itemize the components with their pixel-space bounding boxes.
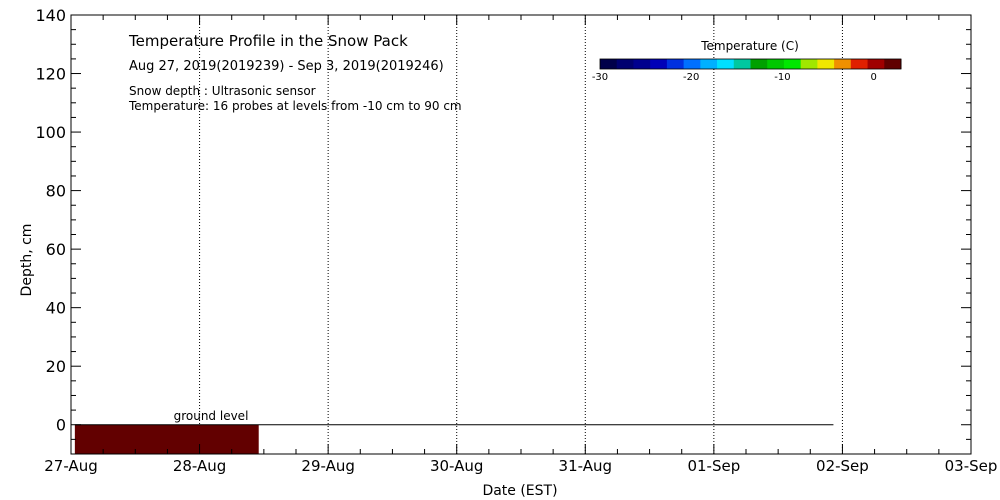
colorbar-swatch	[817, 59, 835, 69]
chart-subtitle: Aug 27, 2019(2019239) - Sep 3, 2019(2019…	[129, 59, 444, 74]
colorbar-swatch	[867, 59, 885, 69]
colorbar-swatch	[767, 59, 785, 69]
y-tick-label: 140	[35, 6, 66, 25]
colorbar-swatch	[666, 59, 685, 69]
colorbar-swatch	[650, 59, 668, 69]
axes: 0 20 40 60 80 100 120 140 27-Aug 28-Aug 29-Aug 30-A…	[35, 6, 997, 475]
x-tick-label: 02-Sep	[816, 457, 869, 475]
colorbar-swatch	[800, 59, 818, 69]
x-axis-label: Date (EST)	[482, 483, 557, 499]
x-tick-label: 31-Aug	[559, 457, 612, 475]
soil-temperature-block	[74, 424, 259, 454]
colorbar-title: Temperature (C)	[700, 39, 799, 53]
colorbar-swatch	[733, 59, 751, 69]
y-tick-label: 60	[46, 240, 66, 259]
data-marks	[74, 424, 834, 454]
y-tick-label: 80	[46, 182, 66, 201]
colorbar-tick-label: 0	[870, 72, 876, 83]
x-tick-label: 03-Sep	[945, 457, 998, 475]
colorbar-swatch	[717, 59, 735, 69]
colorbar-swatch	[783, 59, 802, 69]
y-tick-label: 100	[35, 123, 66, 142]
grid-lines	[199, 15, 843, 454]
colorbar-swatch	[600, 59, 618, 69]
plot-frame	[70, 14, 972, 455]
colorbar-swatch	[850, 59, 869, 69]
x-tick-label: 30-Aug	[430, 457, 483, 475]
ground-level-label: ground level	[174, 409, 249, 423]
chart-title: Temperature Profile in the Snow Pack	[128, 32, 408, 50]
y-tick-label: 0	[56, 416, 66, 435]
x-tick-label: 29-Aug	[301, 457, 354, 475]
x-tick-label: 28-Aug	[173, 457, 226, 475]
y-tick-label: 120	[35, 65, 66, 84]
colorbar-swatch	[884, 59, 902, 69]
y-axis-label: Depth, cm	[19, 224, 35, 297]
colorbar-tick-label: -30	[592, 72, 608, 83]
colorbar-swatch	[700, 59, 718, 69]
colorbar-frame	[599, 58, 902, 70]
colorbar: Temperature (C) -30 -20 -10 0	[592, 39, 902, 83]
colorbar-swatch	[633, 59, 651, 69]
y-tick-label: 40	[46, 299, 66, 318]
colorbar-swatch	[750, 59, 768, 69]
colorbar-tick-label: -10	[774, 72, 790, 83]
chart-note-snow-depth: Snow depth : Ultrasonic sensor	[129, 84, 316, 98]
y-tick-label: 20	[46, 357, 66, 376]
x-tick-label: 27-Aug	[44, 457, 97, 475]
colorbar-swatch	[616, 59, 634, 69]
colorbar-swatch	[683, 59, 701, 69]
x-tick-label: 01-Sep	[687, 457, 740, 475]
chart-note-temperature: Temperature: 16 probes at levels from -1…	[128, 99, 462, 113]
colorbar-swatch	[834, 59, 852, 69]
colorbar-tick-label: -20	[683, 72, 699, 83]
